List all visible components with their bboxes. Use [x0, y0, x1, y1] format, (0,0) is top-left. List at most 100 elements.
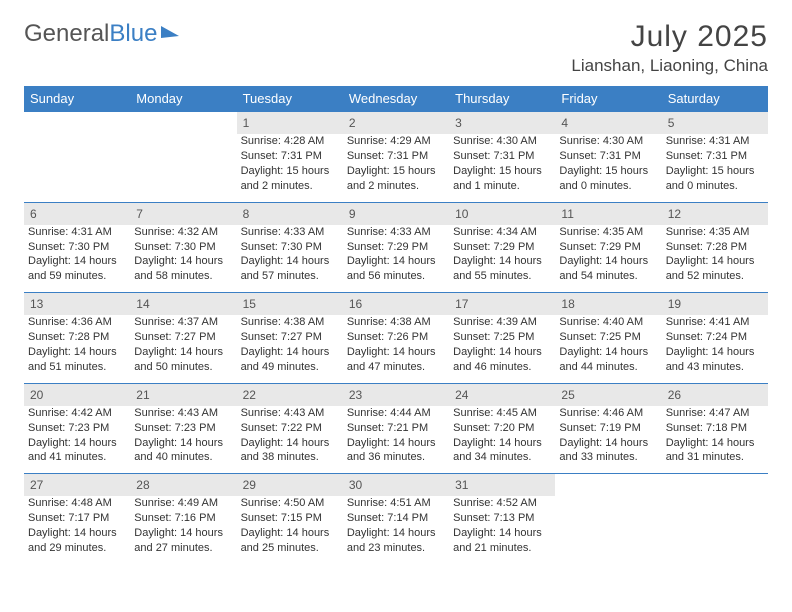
sunset-text: Sunset: 7:31 PM — [666, 149, 764, 164]
day-number-cell: 19 — [662, 293, 768, 316]
day-number-cell: 14 — [130, 293, 236, 316]
day-content-cell: Sunrise: 4:36 AMSunset: 7:28 PMDaylight:… — [24, 315, 130, 383]
day-content-cell: Sunrise: 4:39 AMSunset: 7:25 PMDaylight:… — [449, 315, 555, 383]
day-content-cell: Sunrise: 4:30 AMSunset: 7:31 PMDaylight:… — [555, 134, 661, 202]
location-text: Lianshan, Liaoning, China — [571, 56, 768, 76]
sunrise-text: Sunrise: 4:35 AM — [666, 225, 764, 240]
daylight-text: Daylight: 14 hours and 47 minutes. — [347, 345, 445, 375]
daylight-text: Daylight: 15 hours and 0 minutes. — [559, 164, 657, 194]
sunrise-text: Sunrise: 4:36 AM — [28, 315, 126, 330]
day-number-cell: 4 — [555, 112, 661, 135]
sunrise-text: Sunrise: 4:33 AM — [241, 225, 339, 240]
day-number-cell: 11 — [555, 202, 661, 225]
sunrise-text: Sunrise: 4:43 AM — [134, 406, 232, 421]
daylight-text: Daylight: 15 hours and 2 minutes. — [241, 164, 339, 194]
sunrise-text: Sunrise: 4:34 AM — [453, 225, 551, 240]
daylight-text: Daylight: 14 hours and 29 minutes. — [28, 526, 126, 556]
sunrise-text: Sunrise: 4:45 AM — [453, 406, 551, 421]
day-number-cell: 1 — [237, 112, 343, 135]
daylight-text: Daylight: 14 hours and 38 minutes. — [241, 436, 339, 466]
day-number-cell: 12 — [662, 202, 768, 225]
day-number-cell: 29 — [237, 474, 343, 497]
day-number-row: 12345 — [24, 112, 768, 135]
logo-text-gray: General — [24, 20, 109, 47]
sunset-text: Sunset: 7:23 PM — [134, 421, 232, 436]
daylight-text: Daylight: 14 hours and 49 minutes. — [241, 345, 339, 375]
day-number-cell: 3 — [449, 112, 555, 135]
sunrise-text: Sunrise: 4:31 AM — [28, 225, 126, 240]
day-number-cell: 24 — [449, 383, 555, 406]
weekday-header: Thursday — [449, 86, 555, 112]
day-number-cell: 21 — [130, 383, 236, 406]
daylight-text: Daylight: 14 hours and 50 minutes. — [134, 345, 232, 375]
calendar-header-row: SundayMondayTuesdayWednesdayThursdayFrid… — [24, 86, 768, 112]
day-number-cell: 31 — [449, 474, 555, 497]
day-content-row: Sunrise: 4:36 AMSunset: 7:28 PMDaylight:… — [24, 315, 768, 383]
weekday-header: Friday — [555, 86, 661, 112]
day-content-cell — [24, 134, 130, 202]
day-content-cell: Sunrise: 4:35 AMSunset: 7:28 PMDaylight:… — [662, 225, 768, 293]
day-content-cell: Sunrise: 4:37 AMSunset: 7:27 PMDaylight:… — [130, 315, 236, 383]
sunset-text: Sunset: 7:31 PM — [559, 149, 657, 164]
sunrise-text: Sunrise: 4:30 AM — [559, 134, 657, 149]
day-content-cell: Sunrise: 4:30 AMSunset: 7:31 PMDaylight:… — [449, 134, 555, 202]
day-number-row: 20212223242526 — [24, 383, 768, 406]
month-title: July 2025 — [571, 20, 768, 54]
daylight-text: Daylight: 14 hours and 40 minutes. — [134, 436, 232, 466]
day-number-cell: 7 — [130, 202, 236, 225]
day-content-cell: Sunrise: 4:29 AMSunset: 7:31 PMDaylight:… — [343, 134, 449, 202]
sunset-text: Sunset: 7:30 PM — [28, 240, 126, 255]
day-content-cell: Sunrise: 4:46 AMSunset: 7:19 PMDaylight:… — [555, 406, 661, 474]
daylight-text: Daylight: 15 hours and 0 minutes. — [666, 164, 764, 194]
daylight-text: Daylight: 14 hours and 27 minutes. — [134, 526, 232, 556]
day-number-cell: 25 — [555, 383, 661, 406]
sunset-text: Sunset: 7:17 PM — [28, 511, 126, 526]
daylight-text: Daylight: 14 hours and 57 minutes. — [241, 254, 339, 284]
daylight-text: Daylight: 14 hours and 21 minutes. — [453, 526, 551, 556]
sunrise-text: Sunrise: 4:41 AM — [666, 315, 764, 330]
daylight-text: Daylight: 14 hours and 59 minutes. — [28, 254, 126, 284]
sunrise-text: Sunrise: 4:28 AM — [241, 134, 339, 149]
day-content-row: Sunrise: 4:28 AMSunset: 7:31 PMDaylight:… — [24, 134, 768, 202]
day-content-cell: Sunrise: 4:38 AMSunset: 7:27 PMDaylight:… — [237, 315, 343, 383]
sunset-text: Sunset: 7:19 PM — [559, 421, 657, 436]
sunrise-text: Sunrise: 4:30 AM — [453, 134, 551, 149]
day-number-cell: 2 — [343, 112, 449, 135]
sunset-text: Sunset: 7:25 PM — [453, 330, 551, 345]
weekday-header: Sunday — [24, 86, 130, 112]
day-content-cell: Sunrise: 4:41 AMSunset: 7:24 PMDaylight:… — [662, 315, 768, 383]
daylight-text: Daylight: 14 hours and 46 minutes. — [453, 345, 551, 375]
day-content-cell — [662, 496, 768, 563]
sunset-text: Sunset: 7:29 PM — [453, 240, 551, 255]
day-content-row: Sunrise: 4:42 AMSunset: 7:23 PMDaylight:… — [24, 406, 768, 474]
sunset-text: Sunset: 7:29 PM — [347, 240, 445, 255]
day-number-cell: 15 — [237, 293, 343, 316]
day-number-row: 2728293031 — [24, 474, 768, 497]
sunset-text: Sunset: 7:30 PM — [241, 240, 339, 255]
sunset-text: Sunset: 7:14 PM — [347, 511, 445, 526]
day-number-cell — [555, 474, 661, 497]
day-number-cell — [130, 112, 236, 135]
sunrise-text: Sunrise: 4:47 AM — [666, 406, 764, 421]
daylight-text: Daylight: 14 hours and 36 minutes. — [347, 436, 445, 466]
day-number-row: 6789101112 — [24, 202, 768, 225]
logo-text: GeneralBlue — [24, 20, 157, 48]
day-number-cell: 30 — [343, 474, 449, 497]
sunrise-text: Sunrise: 4:42 AM — [28, 406, 126, 421]
sunrise-text: Sunrise: 4:31 AM — [666, 134, 764, 149]
day-number-cell: 10 — [449, 202, 555, 225]
sunset-text: Sunset: 7:28 PM — [666, 240, 764, 255]
day-content-cell — [130, 134, 236, 202]
sunset-text: Sunset: 7:25 PM — [559, 330, 657, 345]
sunrise-text: Sunrise: 4:46 AM — [559, 406, 657, 421]
sunrise-text: Sunrise: 4:52 AM — [453, 496, 551, 511]
sunrise-text: Sunrise: 4:33 AM — [347, 225, 445, 240]
logo-triangle-icon — [161, 26, 179, 38]
daylight-text: Daylight: 14 hours and 54 minutes. — [559, 254, 657, 284]
sunset-text: Sunset: 7:16 PM — [134, 511, 232, 526]
day-number-cell: 22 — [237, 383, 343, 406]
daylight-text: Daylight: 14 hours and 44 minutes. — [559, 345, 657, 375]
sunset-text: Sunset: 7:26 PM — [347, 330, 445, 345]
sunset-text: Sunset: 7:13 PM — [453, 511, 551, 526]
day-number-cell: 27 — [24, 474, 130, 497]
